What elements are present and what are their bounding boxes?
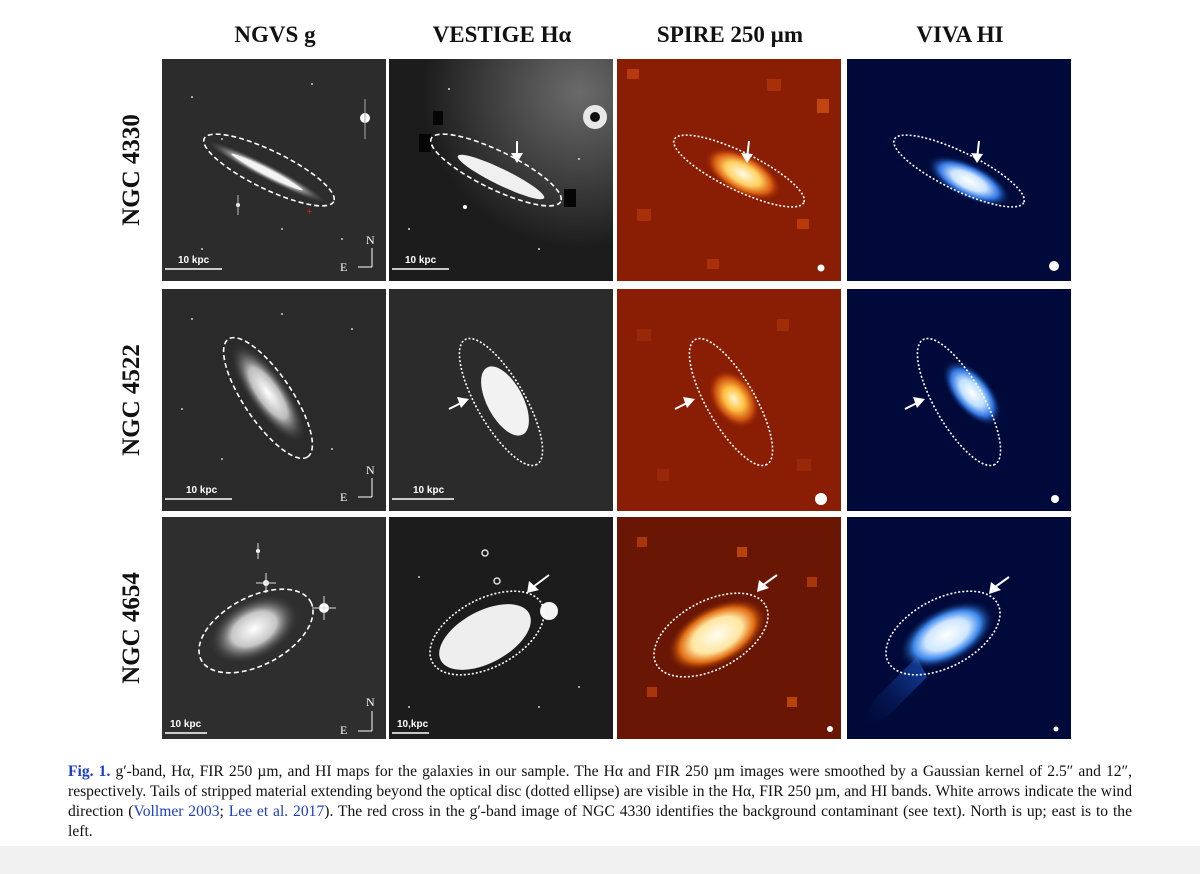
panel-ngc4654-hi xyxy=(847,517,1071,739)
compass-east: E xyxy=(340,723,348,737)
citation-lee-2017[interactable]: Lee et al. 2017 xyxy=(228,803,325,820)
column-header-viva-hi: VIVA HI xyxy=(916,22,1004,47)
column-header-vestige-halpha: VESTIGE Hα xyxy=(432,22,572,47)
caption-text-2: ). The red cross in the g′-band image of… xyxy=(68,803,1133,840)
panel-ngc4522-hi xyxy=(847,289,1071,511)
scale-bar-label: 10,kpc xyxy=(397,719,429,730)
column-header-ngvs-g: NGVS g xyxy=(234,22,316,47)
panel-ngc4522-optical: 10 kpc N E xyxy=(162,289,386,511)
citation-vollmer-2003[interactable]: Vollmer 2003 xyxy=(133,803,220,820)
compass-north: N xyxy=(366,695,375,709)
scale-bar-label: 10 kpc xyxy=(178,255,210,266)
panel-ngc4654-fir xyxy=(617,517,841,739)
compass-east: E xyxy=(340,490,348,504)
scale-bar-label: 10 kpc xyxy=(405,255,437,266)
row-header-ngc-4654: NGC 4654 xyxy=(118,572,145,684)
panel-ngc4330-hi xyxy=(847,59,1071,281)
caption-text-1: g′-band, Hα, FIR 250 µm, and HI maps for… xyxy=(68,763,1132,820)
scale-bar-label: 10 kpc xyxy=(186,485,218,496)
row-header-ngc-4330: NGC 4330 xyxy=(118,114,145,226)
scale-bar-label: 10 kpc xyxy=(413,485,445,496)
compass-north: N xyxy=(366,233,375,247)
compass-east: E xyxy=(340,260,348,274)
panel-ngc4330-fir xyxy=(617,59,841,281)
caption-separator: ; xyxy=(219,803,229,820)
panel-ngc4330-halpha: 10 kpc xyxy=(389,59,613,281)
row-header-ngc-4522: NGC 4522 xyxy=(118,344,145,456)
figure-caption: Fig. 1. g′-band, Hα, FIR 250 µm, and HI … xyxy=(68,762,1132,842)
figure-label[interactable]: Fig. 1. xyxy=(68,763,111,780)
panel-ngc4522-halpha: 10 kpc xyxy=(389,289,613,511)
panel-ngc4654-halpha: 10,kpc xyxy=(389,517,613,739)
panel-ngc4522-fir xyxy=(617,289,841,511)
panel-ngc4654-optical: 10 kpc N E xyxy=(162,517,386,739)
compass-north: N xyxy=(366,463,375,477)
scale-bar-label: 10 kpc xyxy=(170,719,202,730)
page-bottom-strip xyxy=(0,846,1200,874)
column-header-spire-250: SPIRE 250 µm xyxy=(656,22,804,47)
panel-ngc4330-optical: + 10 kpc N E xyxy=(162,59,386,281)
svg-text:+: + xyxy=(306,207,313,216)
